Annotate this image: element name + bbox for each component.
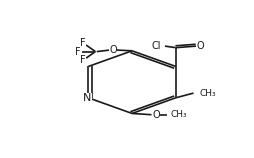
Text: O: O <box>197 41 204 51</box>
Text: O: O <box>152 110 160 120</box>
Text: F: F <box>75 47 81 57</box>
Text: CH₃: CH₃ <box>170 110 187 119</box>
Text: CH₃: CH₃ <box>199 89 216 98</box>
Text: F: F <box>81 38 86 48</box>
Text: O: O <box>109 45 117 55</box>
Text: F: F <box>81 55 86 65</box>
Text: N: N <box>83 93 92 103</box>
Text: Cl: Cl <box>151 41 161 51</box>
